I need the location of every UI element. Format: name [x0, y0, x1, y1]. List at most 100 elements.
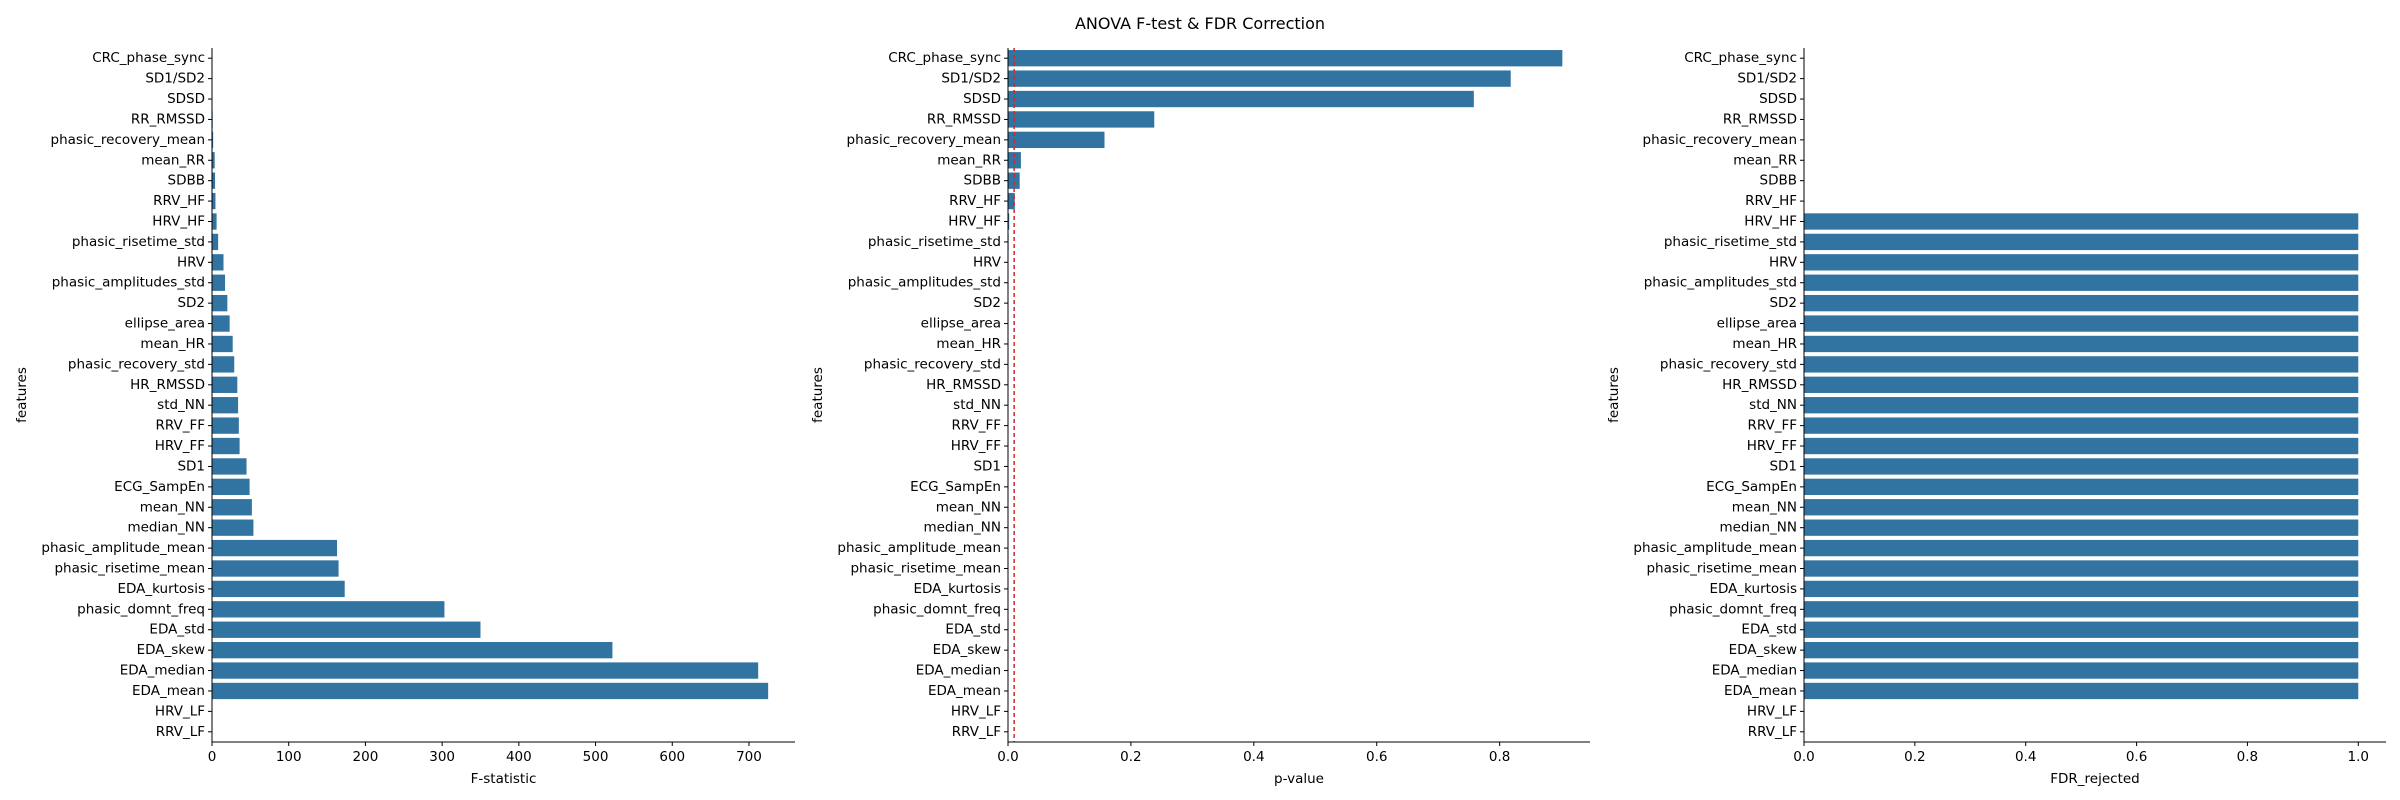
- bar-EDA_std: [212, 621, 481, 638]
- fdr-rejected-panel: CRC_phase_sync SD1/SD2 SDSD RR_RMSSD phasic_…: [1606, 48, 2386, 787]
- y-tick-label: EDA_skew: [933, 642, 1001, 658]
- y-tick-label: RRV_FF: [155, 418, 205, 434]
- y-tick-label: SD1/SD2: [145, 71, 205, 87]
- bar-EDA_kurtosis: [212, 580, 345, 598]
- y-tick-label: HRV_LF: [155, 703, 205, 719]
- p-value-panel: CRC_phase_sync SD1/SD2 SDSD RR_RMSSD phasic_…: [810, 48, 1590, 787]
- y-tick-label: median_NN: [923, 520, 1001, 536]
- bar-EDA_mean: [1804, 682, 2359, 700]
- y-axis-label: features: [14, 367, 30, 423]
- bar-phasic_recovery_mean: [1008, 131, 1105, 149]
- y-tick-label: ECG_SampEn: [1706, 479, 1797, 495]
- x-axis-label: F-statistic: [471, 771, 537, 787]
- y-tick-label: phasic_amplitude_mean: [837, 540, 1001, 556]
- x-tick-label: 400: [506, 749, 532, 765]
- y-tick-label: EDA_mean: [1724, 683, 1797, 699]
- y-tick-label: SDBB: [1760, 173, 1798, 189]
- bar-phasic_risetime_mean: [1804, 560, 2359, 577]
- y-tick-label: SD2: [1769, 295, 1797, 311]
- y-tick-label: HRV_FF: [1747, 438, 1797, 454]
- x-axis-label: p-value: [1274, 771, 1324, 787]
- bar-RRV_HF: [212, 192, 216, 210]
- x-tick-label: 0.6: [2126, 749, 2147, 765]
- x-tick-label: 600: [659, 749, 685, 765]
- bar-ellipse_area: [212, 315, 230, 332]
- y-tick-label: phasic_amplitude_mean: [1633, 540, 1797, 556]
- y-tick-label: phasic_recovery_mean: [51, 132, 205, 148]
- y-tick-label: phasic_amplitudes_std: [1644, 275, 1797, 291]
- y-tick-label: SD2: [177, 295, 205, 311]
- bar-EDA_skew: [1804, 641, 2359, 659]
- y-tick-label: mean_NN: [936, 499, 1001, 515]
- y-tick-label: SD1: [973, 458, 1001, 474]
- y-tick-label: std_NN: [157, 397, 205, 413]
- y-tick-label: RRV_FF: [1747, 418, 1797, 434]
- y-tick-label: RRV_LF: [952, 724, 1001, 740]
- bar-mean_RR: [212, 152, 215, 169]
- bar-mean_HR: [212, 335, 233, 353]
- y-tick-label: median_NN: [1719, 520, 1797, 536]
- y-tick-label: HRV: [973, 254, 1002, 270]
- bar-HRV: [1804, 254, 2359, 271]
- x-tick-label: 0.2: [1904, 749, 1925, 765]
- f-statistic-panel: CRC_phase_sync SD1/SD2 SDSD RR_RMSSD phasic_…: [14, 48, 795, 787]
- y-tick-label: EDA_median: [916, 663, 1001, 679]
- y-tick-label: mean_HR: [936, 336, 1001, 352]
- bar-phasic_domnt_freq: [212, 601, 445, 618]
- y-tick-label: CRC_phase_sync: [1684, 50, 1797, 66]
- y-tick-label: phasic_domnt_freq: [1669, 601, 1797, 617]
- y-tick-label: phasic_recovery_mean: [847, 132, 1001, 148]
- y-tick-label: phasic_domnt_freq: [873, 601, 1001, 617]
- bar-mean_NN: [212, 499, 252, 516]
- bar-HRV_FF: [212, 437, 240, 455]
- bar-phasic_risetime_mean: [212, 560, 339, 577]
- x-tick-label: 0.0: [1793, 749, 1814, 765]
- bar-SD1/SD2: [1008, 70, 1511, 87]
- y-tick-label: RRV_HF: [153, 193, 205, 209]
- bar-median_NN: [1804, 519, 2359, 536]
- y-tick-label: EDA_kurtosis: [913, 581, 1001, 597]
- bar-EDA_skew: [212, 641, 613, 659]
- bar-SDSD: [1008, 90, 1474, 108]
- bar-median_NN: [212, 519, 254, 536]
- y-tick-label: phasic_risetime_mean: [1646, 561, 1797, 577]
- bar-EDA_median: [212, 662, 759, 679]
- y-tick-label: RRV_HF: [949, 193, 1001, 209]
- y-tick-label: HRV: [1769, 254, 1798, 270]
- y-tick-label: mean_HR: [1732, 336, 1797, 352]
- bar-SDBB: [1008, 172, 1020, 189]
- y-tick-label: HRV_FF: [951, 438, 1001, 454]
- y-tick-label: HRV_FF: [155, 438, 205, 454]
- y-tick-label: HR_RMSSD: [926, 377, 1001, 393]
- bar-RRV_FF: [212, 417, 239, 434]
- y-tick-label: EDA_mean: [132, 683, 205, 699]
- y-tick-label: ellipse_area: [1717, 316, 1797, 332]
- bar-phasic_recovery_std: [212, 356, 235, 373]
- y-tick-label: ellipse_area: [125, 316, 205, 332]
- bar-phasic_amplitudes_std: [212, 274, 226, 291]
- bar-EDA_mean: [212, 682, 769, 700]
- x-tick-label: 1.0: [2348, 749, 2369, 765]
- x-tick-label: 700: [736, 749, 762, 765]
- y-tick-label: mean_RR: [141, 152, 205, 168]
- y-tick-label: HRV_LF: [1747, 703, 1797, 719]
- bar-phasic_amplitude_mean: [1804, 539, 2359, 557]
- y-tick-label: phasic_risetime_std: [72, 234, 205, 250]
- bar-phasic_amplitude_mean: [212, 539, 338, 557]
- y-tick-label: SD1/SD2: [1737, 71, 1797, 87]
- bar-phasic_recovery_mean: [212, 131, 214, 149]
- y-tick-label: EDA_std: [945, 622, 1001, 638]
- y-tick-label: phasic_amplitude_mean: [41, 540, 205, 556]
- y-tick-label: mean_HR: [140, 336, 205, 352]
- x-tick-label: 300: [429, 749, 455, 765]
- y-tick-label: SD1/SD2: [941, 71, 1001, 87]
- y-tick-label: mean_RR: [937, 152, 1001, 168]
- y-tick-label: EDA_kurtosis: [1709, 581, 1797, 597]
- y-tick-label: phasic_risetime_mean: [54, 561, 205, 577]
- y-tick-label: phasic_recovery_std: [1660, 356, 1797, 372]
- bar-RRV_HF: [1008, 192, 1015, 210]
- y-tick-label: phasic_recovery_std: [68, 356, 205, 372]
- y-tick-label: HR_RMSSD: [130, 377, 205, 393]
- y-tick-label: HRV_LF: [951, 703, 1001, 719]
